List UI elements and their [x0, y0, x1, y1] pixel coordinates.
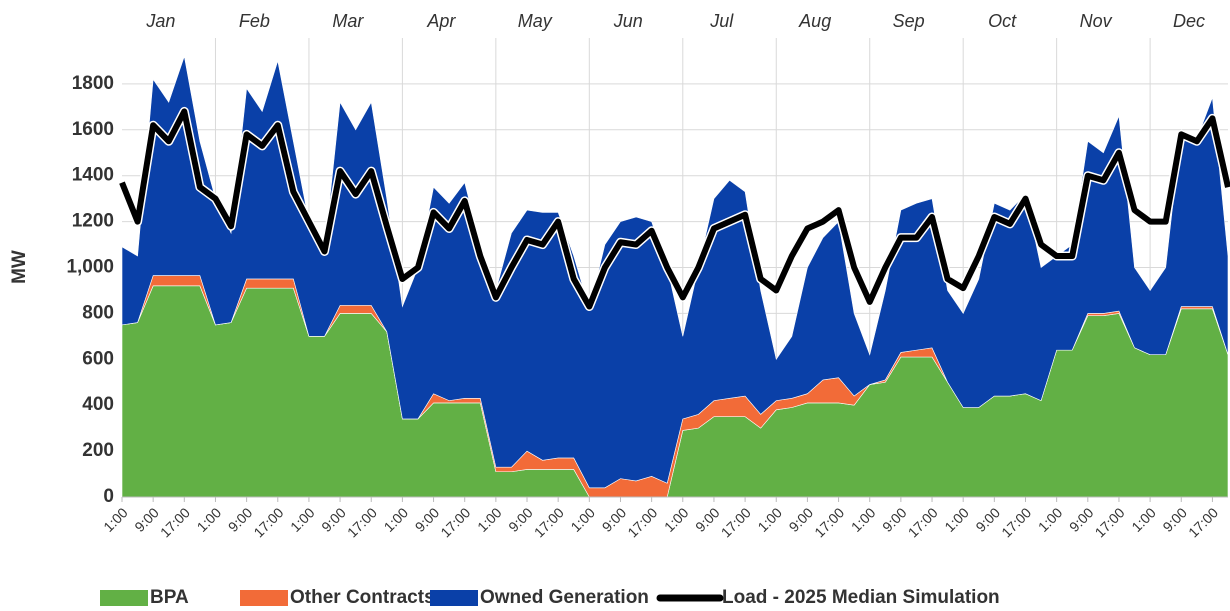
- month-label: Mar: [332, 11, 364, 31]
- x-tick-label: 1:00: [474, 504, 505, 535]
- x-tick-label: 17:00: [344, 504, 380, 540]
- x-tick-label: 17:00: [1185, 504, 1221, 540]
- x-tick-label: 1:00: [1035, 504, 1066, 535]
- y-tick-label: 1400: [72, 165, 114, 186]
- load-line: [119, 108, 1230, 310]
- y-tick-label: 1,000: [66, 257, 114, 278]
- x-tick-label: 17:00: [157, 504, 193, 540]
- y-tick-label: 800: [82, 302, 114, 323]
- x-tick-label: 17:00: [250, 504, 286, 540]
- x-tick-label: 1:00: [194, 504, 225, 535]
- month-label: Jul: [709, 11, 734, 31]
- x-tick-label: 1:00: [941, 504, 972, 535]
- legend-label: Owned Generation: [480, 587, 649, 608]
- legend-label: Other Contracts: [290, 587, 435, 608]
- x-tick-label: 1:00: [661, 504, 692, 535]
- y-tick-label: 1600: [72, 119, 114, 140]
- y-tick-label: 400: [82, 394, 114, 415]
- x-tick-label: 17:00: [1092, 504, 1128, 540]
- x-tick-label: 17:00: [905, 504, 941, 540]
- x-tick-label: 1:00: [567, 504, 598, 535]
- x-tick-label: 1:00: [381, 504, 412, 535]
- y-tick-label: 0: [103, 486, 114, 507]
- x-tick-label: 17:00: [998, 504, 1034, 540]
- month-label: May: [518, 11, 553, 31]
- y-tick-label: 1200: [72, 211, 114, 232]
- month-label: Jan: [145, 11, 175, 31]
- legend-swatch: [240, 590, 288, 606]
- x-tick-label: 1:00: [1128, 504, 1159, 535]
- month-label: Aug: [798, 11, 831, 31]
- x-tick-label: 1:00: [754, 504, 785, 535]
- x-tick-label: 17:00: [437, 504, 473, 540]
- month-label: Sep: [893, 11, 925, 31]
- month-label: Feb: [239, 11, 270, 31]
- x-tick-label: 1:00: [287, 504, 318, 535]
- x-tick-label: 1:00: [848, 504, 879, 535]
- x-tick-label: 17:00: [811, 504, 847, 540]
- y-tick-label: 600: [82, 348, 114, 369]
- legend-label: BPA: [150, 587, 189, 608]
- y-tick-label: 200: [82, 440, 114, 461]
- x-tick-label: 17:00: [718, 504, 754, 540]
- y-axis-label: MW: [9, 250, 30, 284]
- y-tick-label: 1800: [72, 73, 114, 94]
- month-label: Apr: [426, 11, 456, 31]
- x-tick-label: 17:00: [624, 504, 660, 540]
- x-tick-label: 1:00: [100, 504, 131, 535]
- legend-label: Load - 2025 Median Simulation: [722, 587, 1000, 608]
- month-label: Jun: [613, 11, 643, 31]
- month-label: Nov: [1080, 11, 1113, 31]
- legend-swatch: [430, 590, 478, 606]
- month-label: Oct: [988, 11, 1017, 31]
- x-tick-label: 17:00: [531, 504, 567, 540]
- legend-swatch: [100, 590, 148, 606]
- month-label: Dec: [1173, 11, 1205, 31]
